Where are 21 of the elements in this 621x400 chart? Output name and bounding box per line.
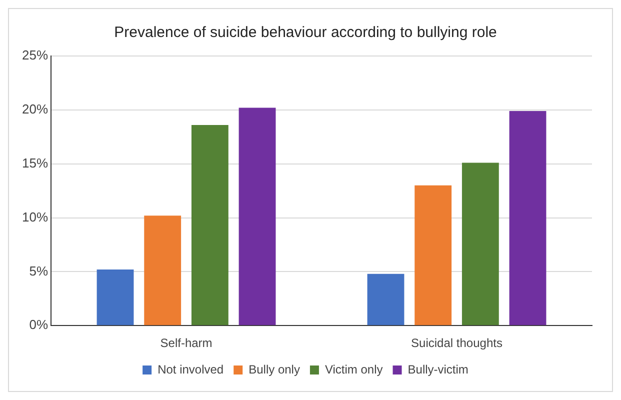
bar <box>238 108 276 326</box>
y-tick-label: 25% <box>22 48 48 63</box>
legend-label: Bully only <box>248 362 300 376</box>
y-tick-label: 10% <box>22 209 48 224</box>
y-tick-label: 5% <box>29 263 48 278</box>
legend-label: Not involved <box>158 362 224 376</box>
y-tick-label: 15% <box>22 155 48 170</box>
y-tick-label: 20% <box>22 102 48 116</box>
bar <box>191 125 228 326</box>
legend-label: Bully-victim <box>408 362 468 376</box>
bar <box>144 216 182 326</box>
bar <box>509 111 546 326</box>
bar <box>462 162 499 326</box>
legend-label: Victim only <box>324 362 383 376</box>
chart-title: Prevalence of suicide behaviour according to bullying role <box>114 24 497 42</box>
bar <box>96 270 134 326</box>
y-tick-label: 0% <box>29 317 48 332</box>
bar <box>367 274 404 326</box>
bar <box>414 185 452 326</box>
x-tick-label: Self-harm <box>160 336 212 350</box>
x-tick-label: Suicidal thoughts <box>411 336 502 350</box>
